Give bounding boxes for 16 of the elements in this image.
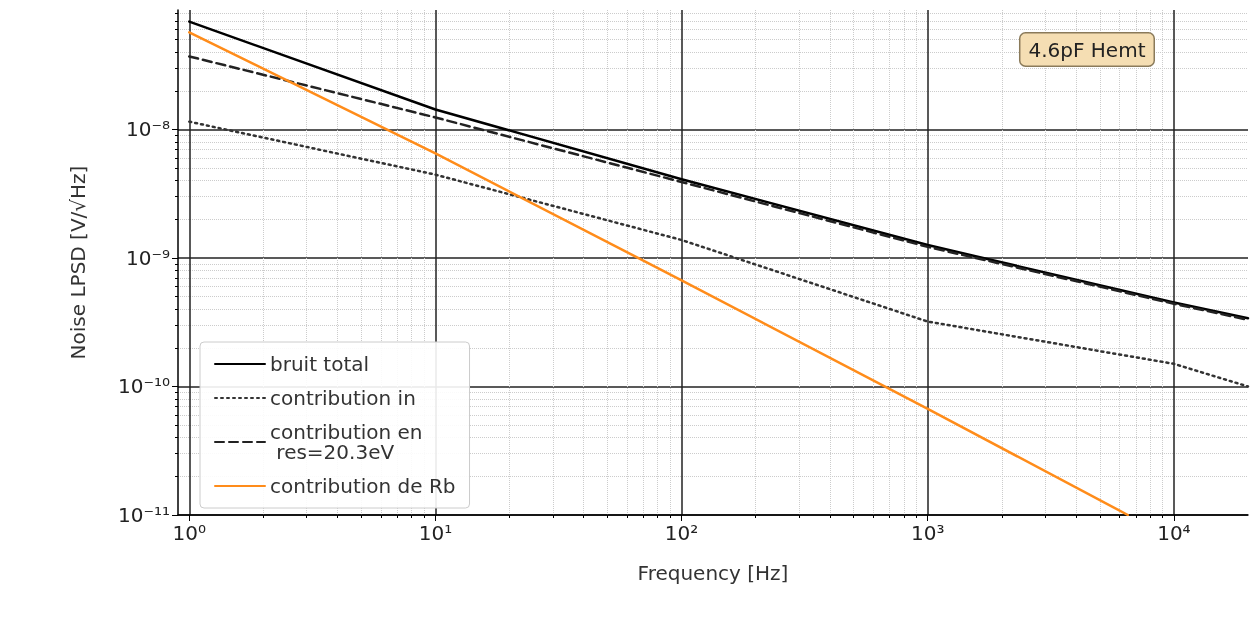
y-tick-label: 10⁻⁸ <box>125 117 170 142</box>
x-axis-title: Frequency [Hz] <box>637 561 789 585</box>
x-tick-label: 10⁴ <box>1157 521 1191 545</box>
x-tick-label: 10⁰ <box>172 521 206 545</box>
legend-label: bruit total <box>270 352 370 376</box>
legend-label: contribution de Rb <box>270 474 456 498</box>
y-tick-label: 10⁻¹⁰ <box>117 374 170 399</box>
y-axis-title: Noise LPSD [V/√Hz] <box>66 165 90 360</box>
x-tick-label: 10² <box>664 521 699 545</box>
legend-label: contribution in <box>270 386 416 410</box>
annotation: 4.6pF Hemt <box>1028 37 1146 62</box>
y-tick-label: 10⁻⁹ <box>125 245 170 270</box>
legend-label: contribution en res=20.3eV <box>270 420 423 464</box>
x-tick-label: 10³ <box>911 521 945 545</box>
y-tick-label: 10⁻¹¹ <box>117 503 170 527</box>
x-tick-label: 10¹ <box>418 521 453 545</box>
